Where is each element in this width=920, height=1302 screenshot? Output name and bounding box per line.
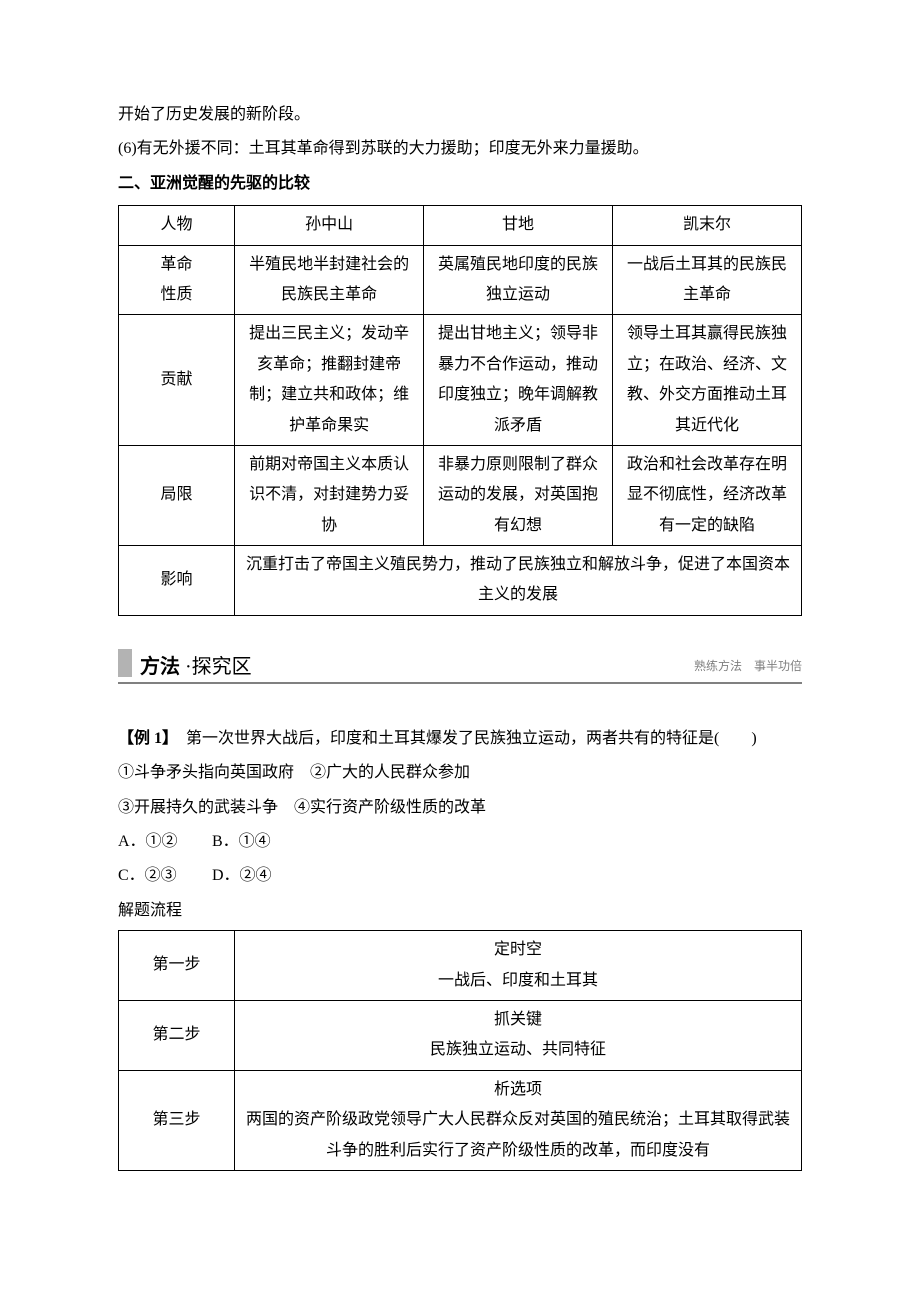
- option-row: C．②③ D．②④: [118, 861, 802, 891]
- section-subtitle: 熟练方法 事半功倍: [694, 655, 802, 678]
- table-cell: 抓关键 民族独立运动、共同特征: [235, 1000, 802, 1070]
- table-header-cell: 孙中山: [235, 206, 424, 245]
- table-cell: 局限: [119, 445, 235, 545]
- table-row: 第二步 抓关键 民族独立运动、共同特征: [119, 1000, 802, 1070]
- table-header-cell: 凯末尔: [613, 206, 802, 245]
- option-c: C．②③: [118, 861, 208, 891]
- section-title: 方法 ·探究区: [140, 648, 252, 686]
- table-cell: 革命性质: [119, 245, 235, 315]
- flow-line: 民族独立运动、共同特征: [430, 1041, 606, 1058]
- example-block: 【例 1】 第一次世界大战后，印度和土耳其爆发了民族独立运动，两者共有的特征是(…: [118, 724, 802, 1171]
- table-row: 人物 孙中山 甘地 凯末尔: [119, 206, 802, 245]
- table-cell: 提出三民主义；发动辛亥革命；推翻封建帝制；建立共和政体；维护革命果实: [235, 315, 424, 446]
- table-cell: 沉重打击了帝国主义殖民势力，推动了民族独立和解放斗争，促进了本国资本主义的发展: [235, 546, 802, 616]
- flow-line: 一战后、印度和土耳其: [438, 972, 598, 989]
- option-b: B．①④: [212, 827, 302, 857]
- flow-line: 析选项: [494, 1081, 542, 1098]
- table-row: 贡献 提出三民主义；发动辛亥革命；推翻封建帝制；建立共和政体；维护革命果实 提出…: [119, 315, 802, 446]
- example-stem-items: ③开展持久的武装斗争 ④实行资产阶级性质的改革: [118, 793, 802, 823]
- comparison-table: 人物 孙中山 甘地 凯末尔 革命性质 半殖民地半封建社会的民族民主革命 英属殖民…: [118, 205, 802, 616]
- option-a: A．①②: [118, 827, 208, 857]
- accent-block-icon: [118, 649, 132, 677]
- table-cell: 政治和社会改革存在明显不彻底性，经济改革有一定的缺陷: [613, 445, 802, 545]
- table-row: 局限 前期对帝国主义本质认识不清，对封建势力妥协 非暴力原则限制了群众运动的发展…: [119, 445, 802, 545]
- table-row: 影响 沉重打击了帝国主义殖民势力，推动了民族独立和解放斗争，促进了本国资本主义的…: [119, 546, 802, 616]
- table-cell: 第一步: [119, 931, 235, 1001]
- table-row: 第一步 定时空 一战后、印度和土耳其: [119, 931, 802, 1001]
- section-title-bold: 方法: [140, 656, 180, 678]
- table-header-cell: 甘地: [424, 206, 613, 245]
- flow-line: 两国的资产阶级政党领导广大人民群众反对英国的殖民统治；土耳其取得武装斗争的胜利后…: [246, 1111, 790, 1158]
- heading-level-2: 二、亚洲觉醒的先驱的比较: [118, 169, 802, 199]
- paragraph: (6)有无外援不同：土耳其革命得到苏联的大力援助；印度无外来力量援助。: [118, 134, 802, 164]
- section-header: 方法 ·探究区 熟练方法 事半功倍: [118, 646, 802, 680]
- section-title-rest: ·探究区: [180, 656, 252, 678]
- table-cell: 第二步: [119, 1000, 235, 1070]
- flow-line: 定时空: [494, 941, 542, 958]
- option-d: D．②④: [212, 861, 302, 891]
- flow-table: 第一步 定时空 一战后、印度和土耳其 第二步 抓关键 民族独立运动、共同特征 第…: [118, 930, 802, 1171]
- table-row: 革命性质 半殖民地半封建社会的民族民主革命 英属殖民地印度的民族独立运动 一战后…: [119, 245, 802, 315]
- flow-heading: 解题流程: [118, 896, 802, 926]
- example-stem: 【例 1】 第一次世界大战后，印度和土耳其爆发了民族独立运动，两者共有的特征是(…: [118, 724, 802, 754]
- table-cell: 非暴力原则限制了群众运动的发展，对英国抱有幻想: [424, 445, 613, 545]
- example-label: 【例 1】: [118, 730, 170, 747]
- table-cell: 半殖民地半封建社会的民族民主革命: [235, 245, 424, 315]
- table-cell: 第三步: [119, 1070, 235, 1170]
- table-cell: 领导土耳其赢得民族独立；在政治、经济、文教、外交方面推动土耳其近代化: [613, 315, 802, 446]
- paragraph: 开始了历史发展的新阶段。: [118, 100, 802, 130]
- option-row: A．①② B．①④: [118, 827, 802, 857]
- table-cell: 英属殖民地印度的民族独立运动: [424, 245, 613, 315]
- table-row: 第三步 析选项 两国的资产阶级政党领导广大人民群众反对英国的殖民统治；土耳其取得…: [119, 1070, 802, 1170]
- table-cell: 析选项 两国的资产阶级政党领导广大人民群众反对英国的殖民统治；土耳其取得武装斗争…: [235, 1070, 802, 1170]
- table-cell: 定时空 一战后、印度和土耳其: [235, 931, 802, 1001]
- table-cell: 一战后土耳其的民族民主革命: [613, 245, 802, 315]
- example-stem-items: ①斗争矛头指向英国政府 ②广大的人民群众参加: [118, 758, 802, 788]
- table-cell: 前期对帝国主义本质认识不清，对封建势力妥协: [235, 445, 424, 545]
- table-cell: 贡献: [119, 315, 235, 446]
- table-cell: 影响: [119, 546, 235, 616]
- flow-line: 抓关键: [494, 1011, 542, 1028]
- table-cell: 提出甘地主义；领导非暴力不合作运动，推动印度独立；晚年调解教派矛盾: [424, 315, 613, 446]
- table-header-cell: 人物: [119, 206, 235, 245]
- example-stem-text: 第一次世界大战后，印度和土耳其爆发了民族独立运动，两者共有的特征是( ): [170, 730, 757, 747]
